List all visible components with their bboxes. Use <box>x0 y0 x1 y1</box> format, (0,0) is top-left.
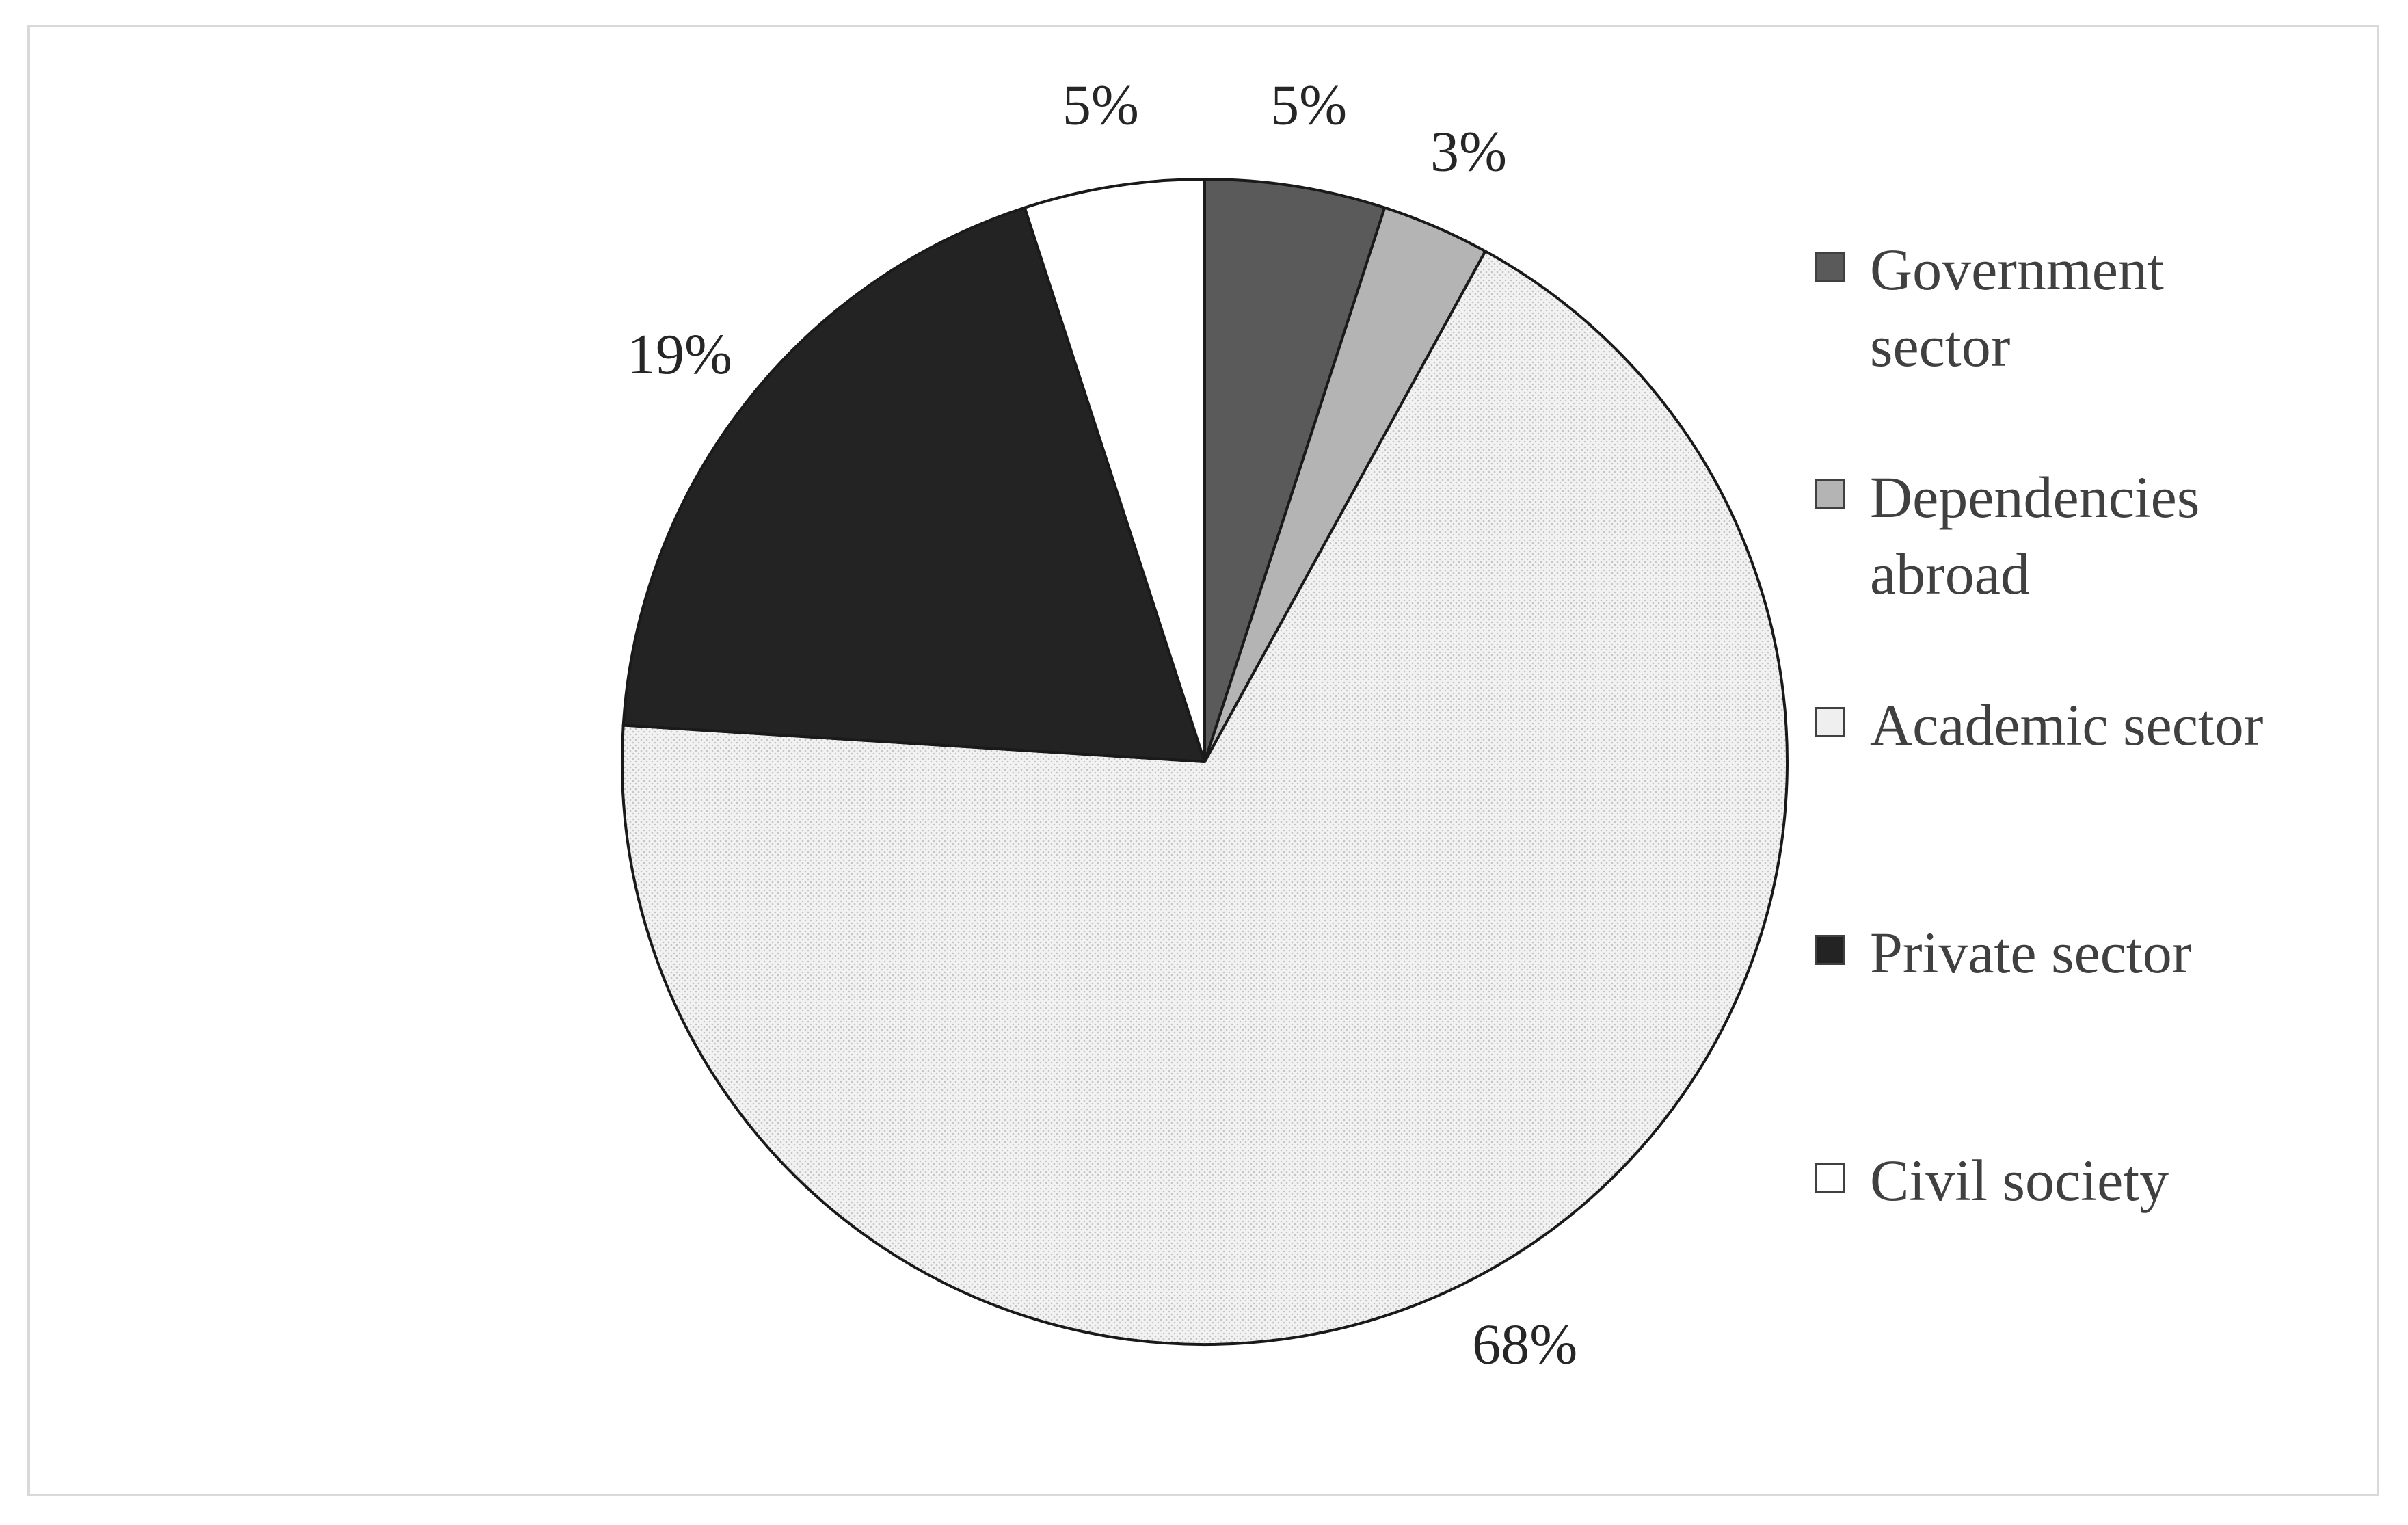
legend-label-line: Private sector <box>1870 920 2192 985</box>
legend-label-government-sector: Government sector <box>1870 231 2349 384</box>
legend-swatch-civil-society <box>1815 1163 1845 1193</box>
legend: Government sector Dependencies abroad Ac… <box>1815 231 2362 1370</box>
legend-item-government-sector: Government sector <box>1815 231 2362 459</box>
data-label-civil-society: 5% <box>1062 74 1139 137</box>
legend-label-line: Dependencies <box>1870 464 2200 530</box>
legend-swatch-government-sector <box>1815 252 1845 282</box>
legend-label-line: sector <box>1870 313 2011 379</box>
data-label-academic-sector: 68% <box>1472 1312 1577 1376</box>
pie-slice-civil-society <box>1023 178 1206 763</box>
legend-swatch-academic-sector <box>1815 707 1845 737</box>
pie-slice-private-sector <box>621 206 1206 763</box>
data-label-dependencies-abroad: 3% <box>1430 120 1507 183</box>
legend-label-line: Civil society <box>1870 1148 2169 1213</box>
data-label-government-sector: 5% <box>1270 74 1347 137</box>
legend-item-private-sector: Private sector <box>1815 914 2362 1142</box>
pie-labels: 5% 3% 68% 19% 5% <box>627 74 1577 1377</box>
legend-item-dependencies-abroad: Dependencies abroad <box>1815 459 2362 687</box>
legend-swatch-private-sector <box>1815 935 1845 965</box>
legend-label-dependencies-abroad: Dependencies abroad <box>1870 459 2349 612</box>
pie-slice-government-sector <box>1203 178 1387 763</box>
data-label-private-sector: 19% <box>627 323 732 386</box>
legend-label-civil-society: Civil society <box>1870 1142 2349 1219</box>
legend-label-line: abroad <box>1870 541 2030 607</box>
legend-label-line: Academic sector <box>1870 692 2264 758</box>
legend-item-academic-sector: Academic sector <box>1815 687 2362 914</box>
pie-slice-academic-sector <box>621 250 1789 1346</box>
legend-item-civil-society: Civil society <box>1815 1142 2362 1370</box>
legend-swatch-dependencies-abroad <box>1815 479 1845 509</box>
pie-slices <box>621 178 1789 1346</box>
legend-label-private-sector: Private sector <box>1870 914 2349 991</box>
legend-label-line: Government <box>1870 237 2164 302</box>
legend-label-academic-sector: Academic sector <box>1870 687 2349 763</box>
